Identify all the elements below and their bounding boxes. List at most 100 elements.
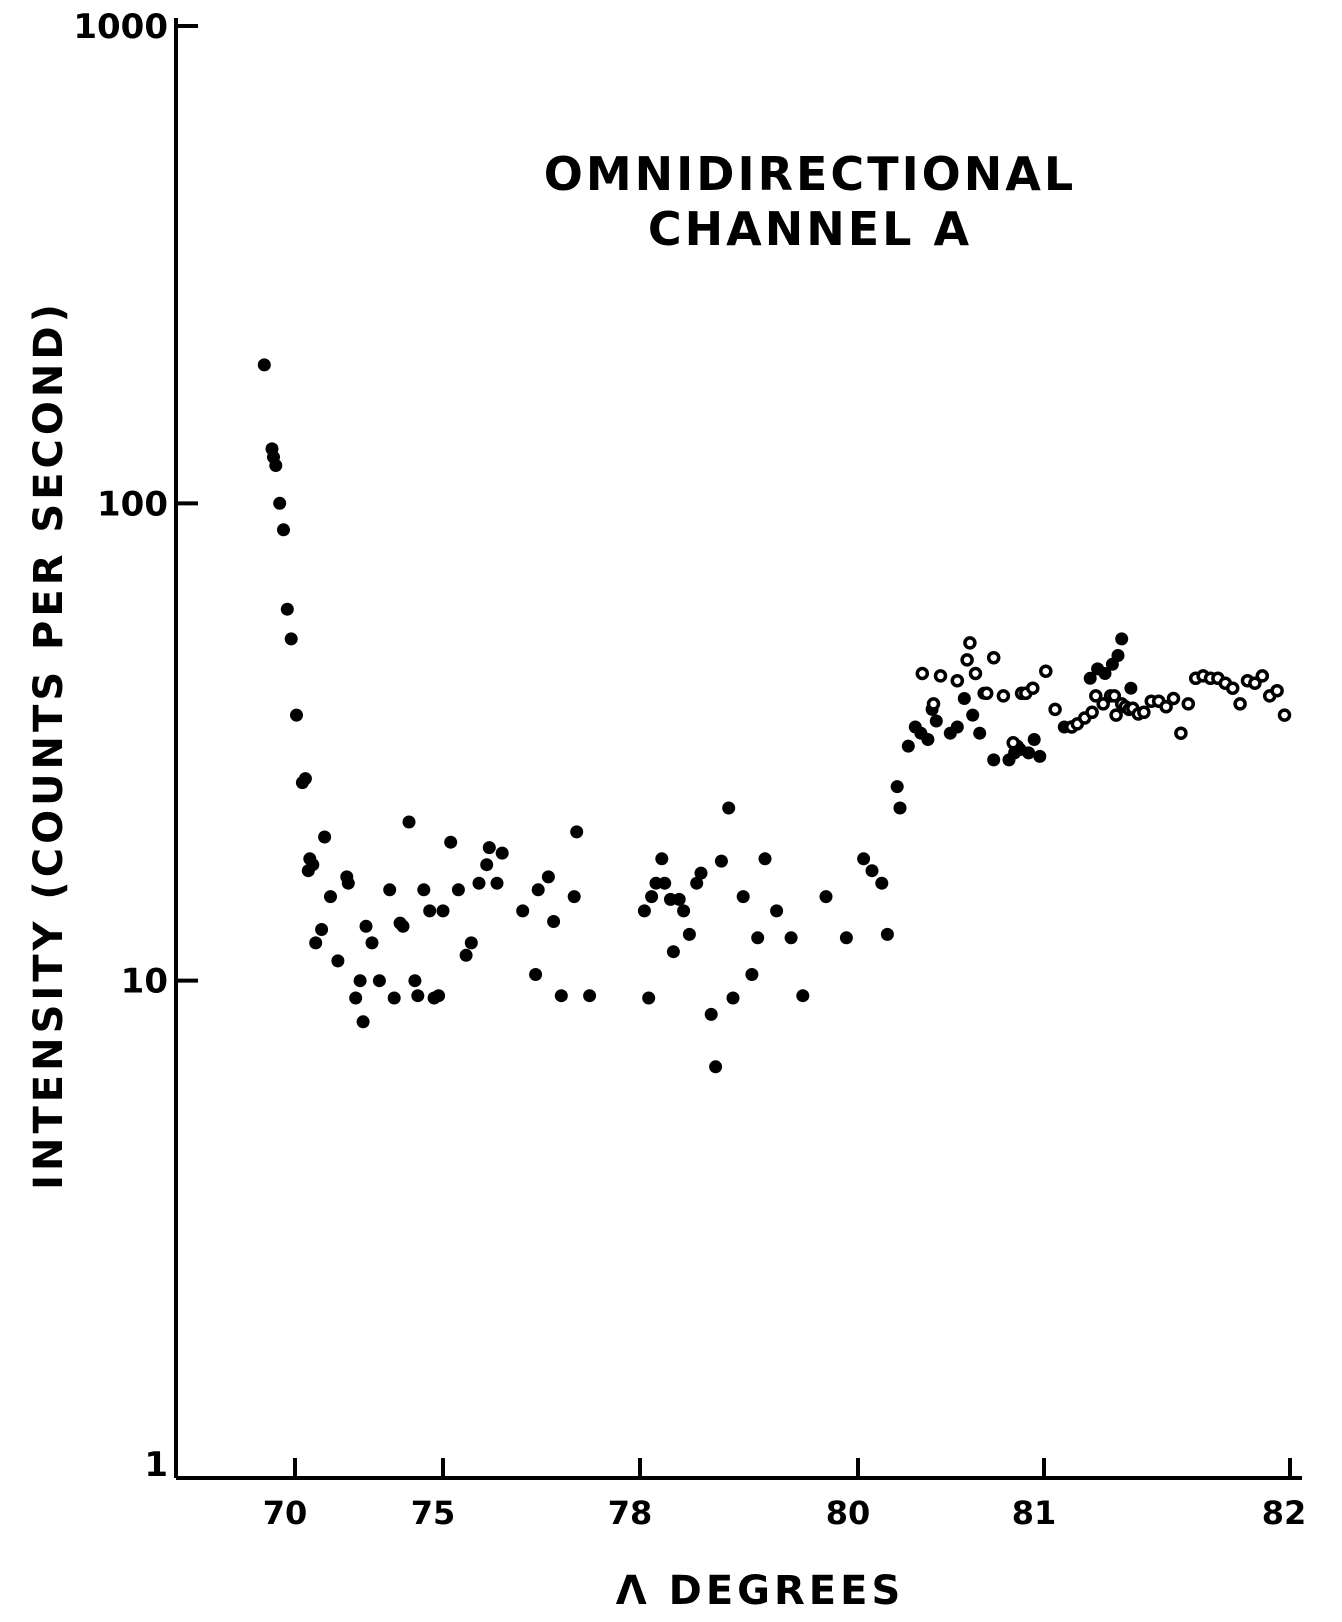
data-point bbox=[1233, 697, 1247, 711]
x-ticks: 70 75 78 80 81 82 bbox=[263, 1458, 1306, 1532]
x-tick-label: 78 bbox=[608, 1494, 653, 1532]
data-point bbox=[432, 989, 446, 1003]
y-tick-label: 10 bbox=[121, 962, 168, 1002]
data-point bbox=[306, 858, 320, 872]
series-open bbox=[915, 636, 1292, 750]
data-point bbox=[331, 954, 345, 968]
data-point bbox=[666, 945, 680, 959]
data-point bbox=[490, 876, 504, 890]
data-point bbox=[1137, 705, 1151, 720]
data-point bbox=[315, 923, 329, 936]
data-point bbox=[1027, 733, 1041, 746]
data-point bbox=[516, 904, 530, 918]
data-point bbox=[1107, 689, 1122, 703]
data-point bbox=[987, 753, 1001, 767]
data-point bbox=[1248, 676, 1262, 690]
data-point bbox=[1255, 669, 1270, 683]
data-point bbox=[1225, 681, 1240, 695]
data-point bbox=[1039, 664, 1053, 678]
data-point bbox=[865, 864, 879, 878]
data-point bbox=[690, 876, 704, 890]
data-point bbox=[444, 835, 458, 849]
data-point bbox=[1085, 705, 1099, 720]
data-point bbox=[875, 876, 889, 890]
data-point bbox=[929, 714, 943, 728]
x-tick-label: 75 bbox=[411, 1494, 456, 1532]
data-point bbox=[464, 936, 478, 950]
y-tick-label: 1000 bbox=[73, 7, 168, 47]
chart-subtitle: CHANNEL A bbox=[648, 202, 972, 256]
data-point bbox=[269, 459, 283, 472]
data-point bbox=[658, 876, 672, 890]
data-point bbox=[1115, 632, 1129, 646]
data-point bbox=[408, 974, 422, 988]
data-point bbox=[796, 989, 810, 1003]
data-point bbox=[1083, 671, 1097, 685]
data-point bbox=[480, 858, 494, 872]
y-axis-title: INTENSITY (COUNTS PER SECOND) bbox=[26, 300, 72, 1190]
data-point bbox=[704, 1007, 718, 1021]
data-point bbox=[567, 890, 581, 904]
data-point bbox=[915, 666, 930, 681]
data-point bbox=[547, 915, 561, 928]
data-point bbox=[893, 801, 907, 815]
data-point bbox=[1124, 681, 1138, 695]
data-point bbox=[365, 936, 379, 950]
data-point bbox=[1089, 689, 1103, 703]
data-point bbox=[986, 650, 1001, 665]
data-point bbox=[819, 890, 833, 904]
data-point bbox=[383, 883, 397, 897]
data-point bbox=[423, 904, 437, 918]
data-point bbox=[1048, 702, 1062, 717]
data-point bbox=[436, 904, 450, 918]
data-point bbox=[396, 919, 410, 933]
data-point bbox=[1181, 697, 1196, 711]
data-point bbox=[714, 854, 728, 868]
data-point bbox=[529, 968, 543, 981]
data-point bbox=[1111, 649, 1125, 662]
data-point bbox=[284, 632, 298, 646]
data-point bbox=[472, 876, 486, 890]
data-point bbox=[921, 733, 935, 746]
data-point bbox=[1026, 681, 1040, 695]
data-point bbox=[387, 991, 401, 1005]
data-point bbox=[372, 974, 386, 988]
data-point bbox=[341, 876, 355, 890]
data-point bbox=[677, 904, 691, 918]
data-point bbox=[642, 991, 656, 1005]
data-point bbox=[979, 686, 994, 701]
data-point bbox=[950, 720, 964, 734]
data-point bbox=[960, 653, 974, 667]
data-point bbox=[745, 968, 759, 981]
data-point bbox=[1166, 691, 1181, 706]
data-point bbox=[1022, 746, 1036, 760]
x-tick-label: 81 bbox=[1012, 1494, 1057, 1532]
data-point bbox=[1270, 683, 1284, 698]
y-ticks: 1 10 100 1000 bbox=[73, 7, 198, 1485]
data-point bbox=[495, 846, 509, 860]
data-point bbox=[637, 904, 651, 918]
data-point bbox=[353, 974, 367, 988]
data-point bbox=[758, 852, 772, 866]
data-point bbox=[784, 931, 798, 945]
data-point bbox=[1109, 708, 1123, 722]
data-point bbox=[957, 692, 971, 705]
data-point bbox=[709, 1060, 723, 1074]
data-point bbox=[973, 726, 987, 740]
data-point bbox=[926, 697, 941, 711]
data-point bbox=[417, 883, 431, 897]
data-point bbox=[933, 669, 948, 683]
data-point bbox=[1277, 708, 1292, 722]
data-point bbox=[694, 866, 708, 880]
data-point bbox=[996, 689, 1011, 703]
data-point bbox=[1159, 699, 1173, 714]
data-point bbox=[1096, 697, 1110, 711]
chart-title: OMNIDIRECTIONAL bbox=[544, 147, 1076, 201]
data-point bbox=[554, 989, 568, 1003]
data-point bbox=[682, 927, 696, 941]
series-filled bbox=[257, 358, 1138, 1074]
y-tick-label: 1 bbox=[144, 1445, 168, 1485]
data-point bbox=[482, 841, 496, 855]
data-point bbox=[451, 883, 465, 897]
